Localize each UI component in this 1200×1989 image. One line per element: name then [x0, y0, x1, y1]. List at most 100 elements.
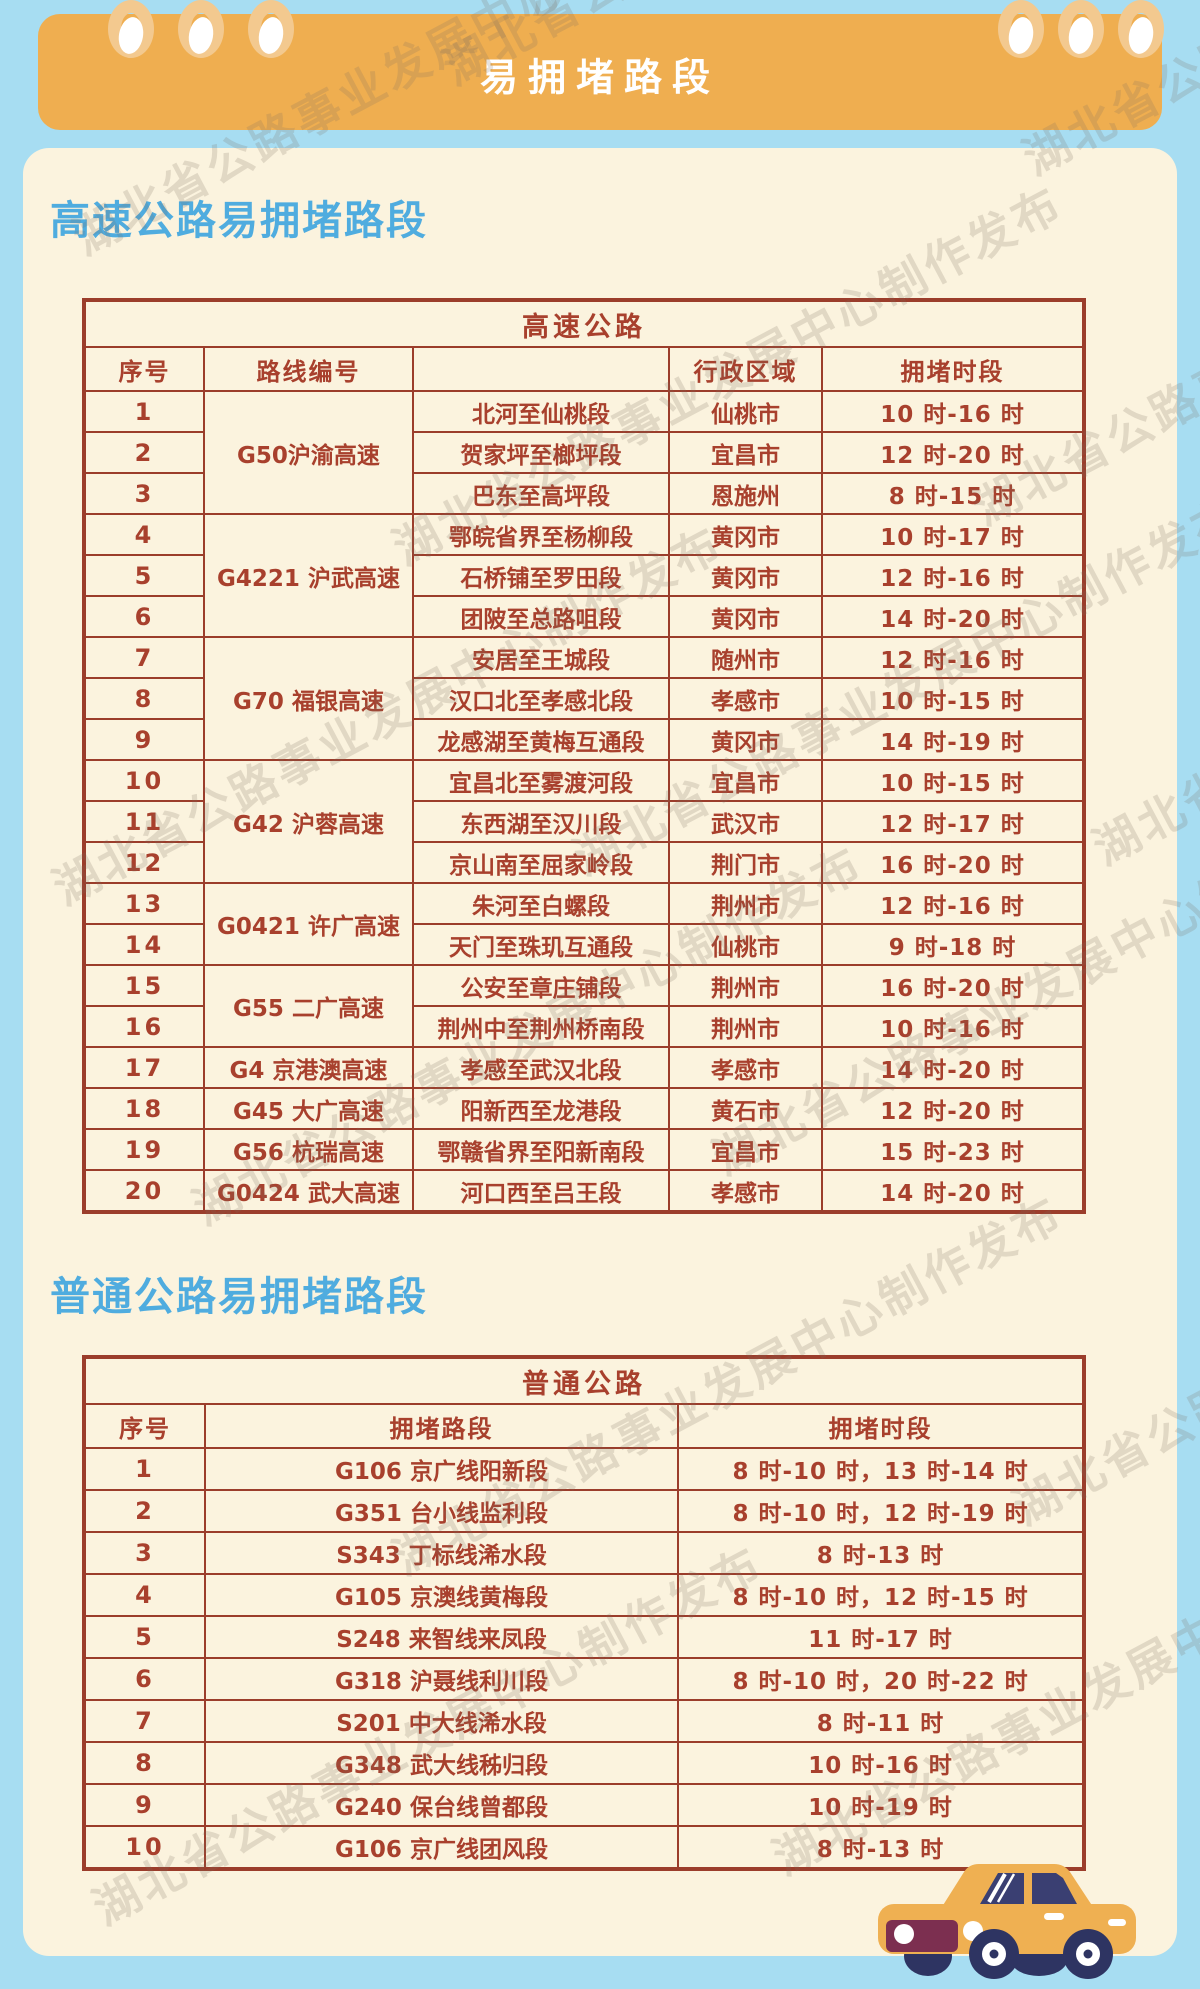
table-row: 19 G56 杭瑞高速 鄂赣省界至阳新南段 宜昌市 15 时-23 时: [83, 1128, 1086, 1171]
region-cell: 荆门市: [668, 841, 823, 884]
table-header-row: 序号 路线编号 行政区域 拥堵时段: [83, 346, 1086, 392]
car-tail-light: [1108, 1919, 1126, 1926]
region-cell: 孝感市: [668, 1169, 823, 1213]
row-number-cell: 16: [83, 1005, 205, 1048]
table-title-row: 高速公路: [82, 299, 1086, 348]
table-title-cell: 高速公路: [82, 299, 1086, 348]
region-cell: 黄石市: [668, 1087, 823, 1130]
binder-ring-icon: [1118, 0, 1164, 58]
table-row: 8 汉口北至孝感北段 孝感市 10 时-15 时: [83, 677, 1086, 720]
time-cell: 12 时-20 时: [820, 431, 1086, 474]
time-cell: 10 时-16 时: [820, 1005, 1086, 1048]
row-number-cell: 10: [83, 1825, 206, 1870]
column-header-cell: 行政区域: [668, 346, 823, 392]
region-cell: 宜昌市: [668, 431, 823, 474]
table-row: 9 G240 保台线曾都段 10 时-19 时: [83, 1783, 1086, 1827]
row-number-cell: 2: [83, 431, 205, 474]
segment-cell: 鄂赣省界至阳新南段: [412, 1128, 670, 1171]
region-cell: 黄冈市: [668, 554, 823, 597]
car-headlight: [894, 1924, 914, 1944]
segment-cell: G348 武大线秭归段: [204, 1741, 679, 1785]
table-row: 1 G50沪渝高速 北河至仙桃段 仙桃市 10 时-16 时: [83, 390, 1086, 515]
page-title: 易拥堵路段: [479, 55, 720, 100]
row-number-cell: 1: [83, 390, 205, 433]
route-cell: G50沪渝高速: [203, 390, 414, 515]
time-cell: 14 时-20 时: [820, 1169, 1086, 1213]
time-cell: 12 时-17 时: [820, 800, 1086, 843]
segment-cell: 荆州中至荆州桥南段: [412, 1005, 670, 1048]
route-cell: G4 京港澳高速: [203, 1046, 414, 1089]
car-wheel-front-center: [989, 1949, 999, 1959]
row-number-cell: 5: [83, 1615, 206, 1659]
row-number-cell: 4: [83, 513, 205, 556]
table-row: 2 贺家坪至榔坪段 宜昌市 12 时-20 时: [83, 431, 1086, 474]
window-glare: [987, 1873, 1007, 1903]
row-number-cell: 3: [83, 1531, 206, 1575]
binder-ring-icon: [108, 0, 154, 58]
table-row: 18 G45 大广高速 阳新西至龙港段 黄石市 12 时-20 时: [83, 1087, 1086, 1130]
table-row: 14 天门至珠玑互通段 仙桃市 9 时-18 时: [83, 923, 1086, 966]
row-number-cell: 2: [83, 1489, 206, 1533]
region-cell: 随州市: [668, 636, 823, 679]
segment-cell: S201 中大线浠水段: [204, 1699, 679, 1743]
row-number-cell: 18: [83, 1087, 205, 1130]
binder-ring-icon: [1058, 0, 1104, 58]
row-number-cell: 9: [83, 718, 205, 761]
time-cell: 12 时-20 时: [820, 1087, 1086, 1130]
row-number-cell: 14: [83, 923, 205, 966]
expressway-table-body: 高速公路 序号 路线编号 行政区域 拥堵时段 1 G50沪渝高速 北河至仙桃段 仙桃市 10 时-…: [82, 299, 1086, 1213]
time-cell: 8 时-10 时，13 时-14 时: [676, 1447, 1086, 1491]
time-cell: 8 时-10 时，12 时-15 时: [676, 1573, 1086, 1617]
time-cell: 15 时-23 时: [820, 1128, 1086, 1171]
region-cell: 荆州市: [668, 964, 823, 1007]
binder-ring-icon: [998, 0, 1044, 58]
table-row: 1 G106 京广线阳新段 8 时-10 时，13 时-14 时: [83, 1447, 1086, 1491]
segment-cell: G351 台小线监利段: [204, 1489, 679, 1533]
segment-cell: 公安至章庄铺段: [412, 964, 670, 1007]
time-cell: 10 时-15 时: [820, 759, 1086, 802]
row-number-cell: 6: [83, 595, 205, 638]
row-number-cell: 4: [83, 1573, 206, 1617]
segment-cell: G105 京澳线黄梅段: [204, 1573, 679, 1617]
time-cell: 12 时-16 时: [820, 882, 1086, 925]
time-cell: 12 时-16 时: [820, 554, 1086, 597]
segment-cell: G318 沪聂线利川段: [204, 1657, 679, 1701]
car-rear-window: [1032, 1873, 1077, 1904]
table-row: 3 巴东至高坪段 恩施州 8 时-15 时: [83, 472, 1086, 515]
header-banner: 易拥堵路段: [38, 14, 1162, 130]
table-row: 6 团陂至总路咀段 黄冈市 14 时-20 时: [83, 595, 1086, 638]
table-row: 12 京山南至屈家岭段 荆门市 16 时-20 时: [83, 841, 1086, 884]
row-number-cell: 5: [83, 554, 205, 597]
route-cell: G4221 沪武高速: [203, 513, 414, 638]
region-cell: 孝感市: [668, 1046, 823, 1089]
window-glare-2: [996, 1873, 1016, 1903]
time-cell: 10 时-17 时: [820, 513, 1086, 556]
table-row: 6 G318 沪聂线利川段 8 时-10 时，20 时-22 时: [83, 1657, 1086, 1701]
row-number-cell: 19: [83, 1128, 205, 1171]
segment-cell: 北河至仙桃段: [412, 390, 670, 433]
car-wheel-rear-center: [1083, 1949, 1093, 1959]
segment-cell: 朱河至白螺段: [412, 882, 670, 925]
binder-ring-icon: [248, 0, 294, 58]
column-header-cell: 序号: [83, 346, 205, 392]
ordinary-table-body: 普通公路 序号 拥堵路段 拥堵时段 1 G106 京广线阳新段 8 时-10 时，13 时-…: [82, 1356, 1086, 1870]
time-cell: 14 时-19 时: [820, 718, 1086, 761]
column-header-cell: 路线编号: [203, 346, 414, 392]
ordinary-table: 普通公路 序号 拥堵路段 拥堵时段 1 G106 京广线阳新段 8 时-10 时，13 时-…: [82, 1355, 1087, 1871]
region-cell: 黄冈市: [668, 595, 823, 638]
table-row: 5 石桥铺至罗田段 黄冈市 12 时-16 时: [83, 554, 1086, 597]
time-cell: 10 时-15 时: [820, 677, 1086, 720]
region-cell: 荆州市: [668, 882, 823, 925]
row-number-cell: 15: [83, 964, 205, 1007]
table-row: 8 G348 武大线秭归段 10 时-16 时: [83, 1741, 1086, 1785]
segment-cell: 东西湖至汉川段: [412, 800, 670, 843]
time-cell: 8 时-13 时: [676, 1531, 1086, 1575]
region-cell: 黄冈市: [668, 513, 823, 556]
column-header-cell: 拥堵时段: [676, 1403, 1086, 1449]
region-cell: 宜昌市: [668, 1128, 823, 1171]
table-row: 3 S343 丁标线浠水段 8 时-13 时: [83, 1531, 1086, 1575]
table-row: 9 龙感湖至黄梅互通段 黄冈市 14 时-19 时: [83, 718, 1086, 761]
expressway-table: 高速公路 序号 路线编号 行政区域 拥堵时段 1 G50沪渝高速 北河至仙桃段 仙桃市 10 时-…: [82, 298, 1087, 1214]
time-cell: 11 时-17 时: [676, 1615, 1086, 1659]
segment-cell: 安居至王城段: [412, 636, 670, 679]
